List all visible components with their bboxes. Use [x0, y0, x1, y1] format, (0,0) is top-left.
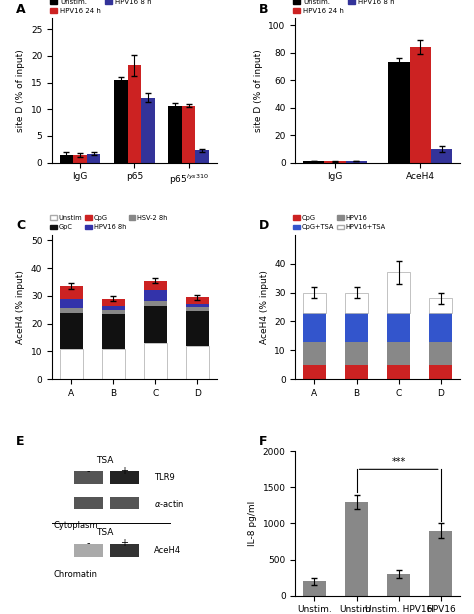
Bar — [303, 292, 326, 313]
Bar — [144, 343, 167, 379]
Text: A: A — [16, 2, 26, 15]
Bar — [102, 349, 125, 379]
Bar — [345, 313, 368, 341]
Bar — [102, 310, 125, 314]
Text: -: - — [87, 465, 90, 476]
Bar — [60, 349, 83, 379]
Bar — [387, 273, 410, 313]
Bar — [102, 306, 125, 310]
Y-axis label: AceH4 (% input): AceH4 (% input) — [260, 270, 269, 344]
Text: Cytoplasm: Cytoplasm — [54, 521, 99, 529]
Bar — [109, 543, 139, 557]
Bar — [431, 149, 452, 163]
Bar — [303, 341, 326, 365]
Bar — [429, 365, 452, 379]
Y-axis label: site D (% of input): site D (% of input) — [254, 49, 263, 132]
Bar — [429, 313, 452, 341]
Bar — [182, 106, 195, 163]
Bar — [186, 307, 209, 311]
Bar — [388, 63, 410, 163]
Bar — [102, 298, 125, 306]
Bar — [60, 308, 83, 313]
Text: C: C — [16, 219, 25, 232]
Bar — [60, 298, 83, 308]
Legend: Unstim., HPV16 24 h, HPV16 8 h: Unstim., HPV16 24 h, HPV16 8 h — [47, 0, 154, 17]
Bar — [195, 150, 209, 163]
Text: E: E — [16, 435, 25, 448]
Y-axis label: AceH4 (% input): AceH4 (% input) — [17, 270, 26, 344]
Bar — [346, 161, 367, 163]
Bar — [387, 341, 410, 365]
Bar — [128, 66, 141, 163]
Bar — [144, 301, 167, 306]
Bar — [141, 98, 155, 163]
Bar — [345, 365, 368, 379]
Y-axis label: IL-8 pg/ml: IL-8 pg/ml — [248, 501, 257, 546]
Bar — [303, 365, 326, 379]
Bar — [387, 313, 410, 341]
Bar — [303, 581, 326, 596]
Bar — [60, 313, 83, 349]
Text: +: + — [120, 465, 128, 476]
Bar — [303, 313, 326, 341]
Bar — [114, 80, 128, 163]
Bar — [87, 154, 100, 163]
Text: $\alpha$-actin: $\alpha$-actin — [154, 498, 184, 509]
Bar — [109, 472, 139, 484]
Bar — [109, 497, 139, 509]
Bar — [387, 574, 410, 596]
Text: Chromatin: Chromatin — [54, 570, 98, 578]
Bar — [73, 497, 103, 509]
Bar — [186, 297, 209, 304]
Bar — [429, 530, 452, 596]
Bar — [410, 47, 431, 163]
Text: +: + — [120, 538, 128, 548]
Text: -: - — [87, 538, 90, 548]
Bar — [345, 502, 368, 596]
Legend: CpG, CpG+TSA, HPV16, HPV16+TSA: CpG, CpG+TSA, HPV16, HPV16+TSA — [291, 212, 388, 233]
Bar — [102, 314, 125, 349]
Bar — [186, 311, 209, 346]
Text: B: B — [259, 2, 269, 15]
Bar — [303, 161, 324, 163]
Bar — [387, 365, 410, 379]
Text: TSA: TSA — [96, 456, 113, 465]
Bar — [324, 161, 346, 163]
Bar — [60, 286, 83, 298]
Bar — [73, 155, 87, 163]
Bar — [168, 106, 182, 163]
Bar — [144, 281, 167, 290]
Bar — [144, 290, 167, 301]
Bar — [186, 304, 209, 307]
Bar — [345, 292, 368, 313]
Text: ***: *** — [392, 457, 406, 467]
Text: D: D — [259, 219, 270, 232]
Text: AceH4: AceH4 — [154, 546, 181, 554]
Bar — [73, 543, 103, 557]
Legend: Unstim., HPV16 24 h, HPV16 8 h: Unstim., HPV16 24 h, HPV16 8 h — [291, 0, 397, 17]
Text: TLR9: TLR9 — [154, 473, 175, 483]
Y-axis label: site D (% of input): site D (% of input) — [17, 49, 26, 132]
Bar — [60, 155, 73, 163]
Bar — [73, 472, 103, 484]
Legend: Unstim, GpC, CpG, HPV16 8h, HSV-2 8h: Unstim, GpC, CpG, HPV16 8h, HSV-2 8h — [47, 212, 170, 233]
Bar — [345, 341, 368, 365]
Text: TSA: TSA — [96, 528, 113, 537]
Bar — [186, 346, 209, 379]
Bar — [429, 298, 452, 313]
Bar — [144, 306, 167, 343]
Bar — [429, 341, 452, 365]
Text: F: F — [259, 435, 268, 448]
